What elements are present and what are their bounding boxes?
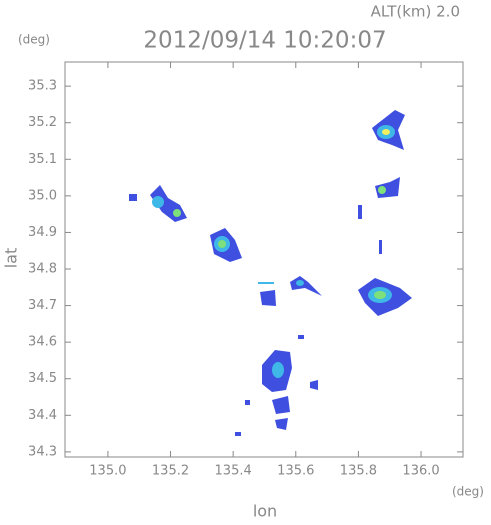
echo: [129, 194, 137, 201]
echo: [298, 335, 304, 339]
echo: [382, 129, 390, 135]
echo: [235, 432, 241, 436]
echo: [375, 177, 400, 198]
echo: [379, 240, 382, 254]
x-tick-label: 135.4: [215, 464, 252, 479]
y-tick-label: 34.8: [28, 262, 57, 277]
echo: [374, 291, 386, 299]
echo: [173, 209, 181, 217]
radar-echoes: [129, 110, 412, 436]
y-tick-label: 34.9: [28, 225, 57, 240]
y-tick-label: 35.3: [28, 79, 57, 94]
echo: [260, 290, 276, 306]
x-tick-label: 135.2: [152, 464, 189, 479]
annotation: ALT(km) 2.0: [371, 3, 460, 21]
echo: [275, 418, 288, 430]
x-tick-label: 135.8: [340, 464, 377, 479]
y-tick-label: 34.6: [28, 335, 57, 350]
x-tick-label: 135.6: [277, 464, 314, 479]
y-unit: (deg): [18, 33, 50, 47]
echo: [218, 240, 226, 248]
y-tick-label: 35.0: [28, 188, 57, 203]
x-tick-label: 136.0: [402, 464, 439, 479]
echo: [310, 380, 318, 390]
y-tick-label: 34.3: [28, 444, 57, 459]
x-tick-label: 135.0: [89, 464, 126, 479]
echo: [290, 276, 322, 296]
chart-title: 2012/09/14 10:20:07: [143, 28, 386, 54]
echo: [245, 400, 250, 405]
plot-frame: [64, 61, 464, 458]
echo: [258, 282, 274, 284]
echo: [152, 196, 164, 208]
y-label: lat: [2, 248, 21, 269]
x-unit: (deg): [452, 485, 484, 499]
y-tick-label: 35.2: [28, 115, 57, 130]
echo: [296, 280, 304, 286]
echo: [378, 186, 386, 194]
y-tick-label: 35.1: [28, 152, 57, 167]
echo: [358, 205, 362, 219]
x-label: lon: [253, 502, 277, 521]
y-tick-label: 34.5: [28, 371, 57, 386]
y-tick-label: 34.7: [28, 298, 57, 313]
y-tick-label: 34.4: [28, 408, 57, 423]
echo: [272, 362, 284, 378]
echo: [272, 396, 290, 414]
